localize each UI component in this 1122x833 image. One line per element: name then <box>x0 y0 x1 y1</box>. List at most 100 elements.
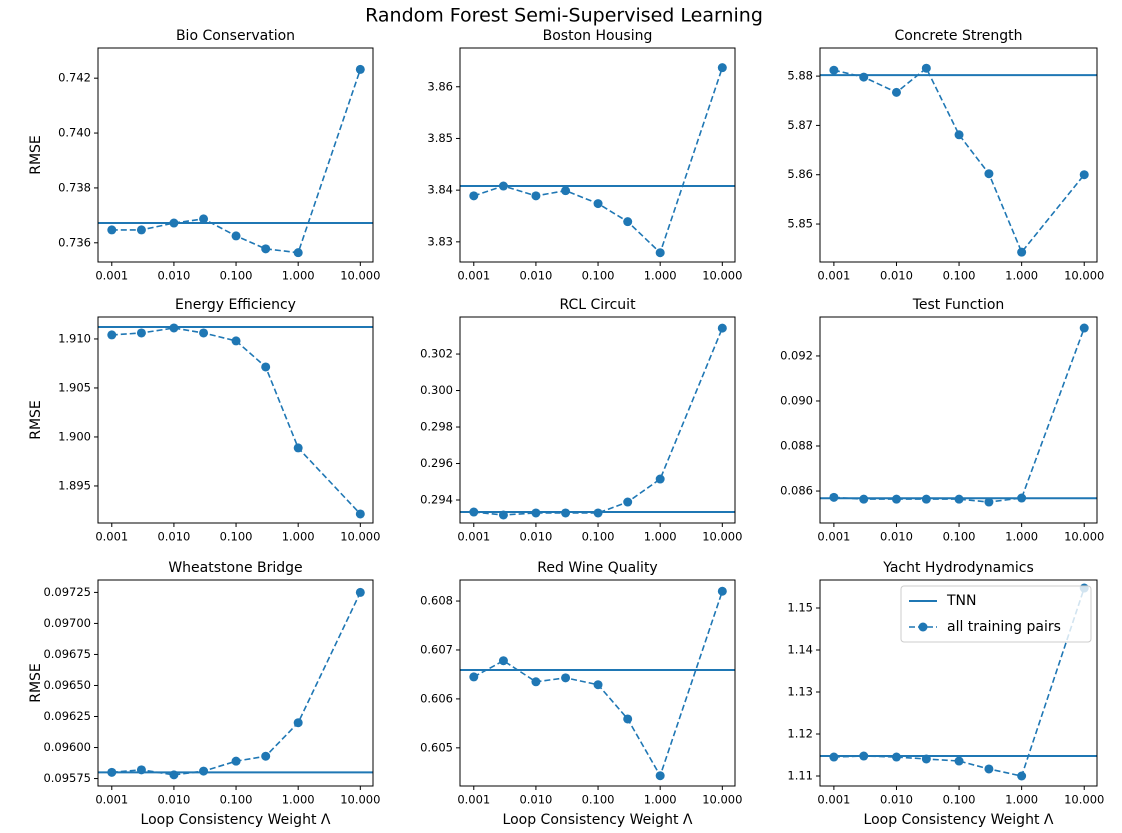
y-tick-label: 1.15 <box>787 601 813 615</box>
y-tick-label: 0.09600 <box>43 740 91 754</box>
x-tick-label: 0.100 <box>943 793 976 807</box>
x-tick-label: 0.001 <box>95 269 128 283</box>
point <box>984 497 994 507</box>
x-tick-label: 10.000 <box>340 530 380 544</box>
x-tick-label: 0.100 <box>220 269 253 283</box>
axes-frame <box>819 47 1098 263</box>
point <box>561 186 571 196</box>
axes-frame <box>459 316 736 524</box>
y-tick-label: 1.13 <box>787 685 813 699</box>
point <box>1017 247 1027 257</box>
series-line <box>111 327 361 515</box>
x-tick-label: 1.000 <box>282 269 315 283</box>
point <box>921 754 931 764</box>
point <box>561 673 571 683</box>
point <box>498 656 508 666</box>
y-tick-label: 1.905 <box>58 380 91 394</box>
x-tick-label: 0.100 <box>220 793 253 807</box>
x-tick-label: 0.001 <box>457 793 490 807</box>
y-tick-label: 0.296 <box>420 456 453 470</box>
x-axis-label: Loop Consistency Weight Λ <box>141 812 331 828</box>
point <box>469 672 479 682</box>
series-line <box>111 69 362 254</box>
y-tick-label: 0.294 <box>420 493 453 507</box>
x-tick-label: 1.000 <box>1005 269 1038 283</box>
x-tick-label: 0.001 <box>457 269 490 283</box>
y-tick-label: 1.14 <box>787 643 813 657</box>
x-tick-label: 0.010 <box>880 793 913 807</box>
point <box>859 72 869 82</box>
x-tick-label: 1.000 <box>1005 530 1038 544</box>
point <box>231 756 241 766</box>
point <box>169 770 179 780</box>
point <box>954 494 964 504</box>
y-tick-label: 0.09725 <box>43 585 91 599</box>
y-tick-label: 0.736 <box>58 235 91 249</box>
point <box>623 714 633 724</box>
x-tick-label: 0.100 <box>943 269 976 283</box>
point <box>717 63 727 73</box>
x-axis-label: Loop Consistency Weight Λ <box>864 812 1054 828</box>
point <box>984 169 994 179</box>
x-tick-label: 10.000 <box>1064 793 1104 807</box>
y-tick-label: 3.84 <box>427 183 453 197</box>
x-tick-label: 0.100 <box>220 530 253 544</box>
point <box>355 587 365 597</box>
x-tick-label: 10.000 <box>1064 269 1104 283</box>
point <box>593 508 603 518</box>
point <box>623 217 633 227</box>
point <box>469 191 479 201</box>
point <box>199 328 209 338</box>
point <box>891 87 901 97</box>
point <box>531 677 541 687</box>
x-tick-label: 0.100 <box>943 530 976 544</box>
point <box>531 508 541 518</box>
point <box>954 756 964 766</box>
series-line <box>833 66 1085 254</box>
y-tick-label: 3.86 <box>427 79 453 93</box>
y-tick-label: 0.740 <box>58 126 91 140</box>
point <box>355 64 365 74</box>
point <box>261 362 271 372</box>
point <box>1079 170 1089 180</box>
x-tick-label: 0.001 <box>457 530 490 544</box>
y-tick-label: 0.606 <box>420 691 453 705</box>
point <box>199 214 209 224</box>
point <box>199 766 209 776</box>
y-tick-label: 1.11 <box>787 769 813 783</box>
y-tick-label: 0.09675 <box>43 647 91 661</box>
point <box>655 474 665 484</box>
x-tick-label: 10.000 <box>702 793 742 807</box>
x-tick-label: 0.010 <box>157 269 190 283</box>
point <box>891 752 901 762</box>
y-tick-label: 0.742 <box>58 71 91 85</box>
y-tick-label: 0.300 <box>420 383 453 397</box>
point <box>261 244 271 254</box>
point <box>593 680 603 690</box>
axes-frame <box>459 47 736 263</box>
y-tick-label: 0.298 <box>420 420 453 434</box>
x-tick-label: 1.000 <box>644 269 677 283</box>
axes-frame <box>97 579 374 787</box>
series-line <box>833 327 1085 503</box>
x-tick-label: 0.001 <box>95 530 128 544</box>
point <box>531 191 541 201</box>
point <box>498 510 508 520</box>
subplot-title: RCL Circuit <box>559 297 636 313</box>
axes-frame <box>97 47 374 263</box>
point <box>107 330 117 340</box>
x-tick-label: 0.001 <box>817 793 850 807</box>
point <box>469 507 479 517</box>
axes-frame <box>459 579 736 787</box>
point <box>107 767 117 777</box>
x-tick-label: 0.100 <box>582 793 615 807</box>
point <box>829 492 839 502</box>
x-tick-label: 10.000 <box>702 269 742 283</box>
point <box>136 225 146 235</box>
y-tick-label: 0.088 <box>780 439 813 453</box>
y-tick-label: 3.83 <box>427 234 453 248</box>
x-tick-label: 0.010 <box>880 269 913 283</box>
y-tick-label: 0.607 <box>420 642 453 656</box>
subplot-title: Concrete Strength <box>894 28 1022 44</box>
